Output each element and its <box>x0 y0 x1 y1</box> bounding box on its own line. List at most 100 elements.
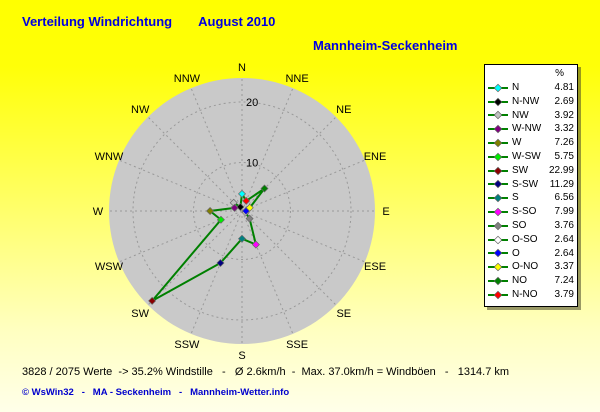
legend-series-value: 2.64 <box>554 233 574 245</box>
legend-series-name: W-NW <box>512 123 542 135</box>
series-marker-icon <box>488 180 508 189</box>
compass-label: SSE <box>286 339 308 351</box>
compass-label: W <box>93 206 104 218</box>
legend-row: S 6.56 <box>488 191 574 205</box>
data-point-marker <box>206 207 215 215</box>
title-row: Verteilung Windrichtung August 2010 <box>22 14 275 29</box>
series-marker-icon <box>488 249 508 258</box>
legend-series-name: NW <box>512 109 529 121</box>
compass-label: NE <box>336 104 351 116</box>
legend-series-value: 7.99 <box>554 206 574 218</box>
legend-series-value: 5.75 <box>554 150 574 162</box>
legend-series-value: 2.69 <box>554 95 574 107</box>
compass-label: SW <box>131 308 149 320</box>
legend-series-name: N-NO <box>512 288 538 300</box>
legend-series-name: S-SW <box>512 178 539 190</box>
series-marker-icon <box>488 207 508 217</box>
polar-spoke <box>241 116 337 212</box>
legend-row: N-NO 3.79 <box>488 288 574 302</box>
data-point-marker <box>216 259 225 268</box>
polar-spoke <box>241 210 366 263</box>
polar-spoke <box>241 210 294 335</box>
legend-box: % N 4.81 N-NW 2.69 NW 3.92 W-NW 3.32 W 7.26 W-SW 5.… <box>484 64 578 307</box>
legend-series-name: S-SO <box>512 206 537 218</box>
legend-row: W-SW 5.75 <box>488 150 574 164</box>
page-title: Verteilung Windrichtung <box>22 14 173 29</box>
series-marker-icon <box>488 221 508 231</box>
legend-row: NW 3.92 <box>488 109 574 123</box>
credit-line: © WsWin32 - MA - Seckenheim - Mannheim-W… <box>22 387 290 398</box>
polar-ring <box>132 101 352 321</box>
legend-series-name: W-SW <box>512 150 541 162</box>
data-point-marker <box>251 240 260 249</box>
compass-label: NW <box>131 104 150 116</box>
legend-series-name: O <box>512 247 520 259</box>
compass-label: SE <box>336 308 351 320</box>
series-marker-icon <box>488 193 508 203</box>
legend-row: W-NW 3.32 <box>488 122 574 136</box>
legend-row: N-NW 2.69 <box>488 95 574 109</box>
compass-label: NNW <box>174 73 201 85</box>
polar-spoke <box>241 159 366 212</box>
legend-series-name: W <box>512 137 522 149</box>
legend-series-name: O-NO <box>512 261 539 273</box>
legend-row: NO 7.24 <box>488 274 574 288</box>
polar-spoke <box>147 116 243 212</box>
legend-series-value: 3.79 <box>554 288 574 300</box>
data-point-marker <box>245 203 254 212</box>
legend-series-name: S <box>512 192 519 204</box>
series-marker-icon <box>488 290 508 300</box>
legend-row: O-SO 2.64 <box>488 233 574 247</box>
legend-rows: N 4.81 N-NW 2.69 NW 3.92 W-NW 3.32 W 7.26 W-SW 5.75… <box>488 81 574 302</box>
legend-header: % <box>555 68 564 79</box>
data-point-marker <box>238 234 246 243</box>
legend-row: S-SO 7.99 <box>488 205 574 219</box>
legend-series-name: N <box>512 82 520 93</box>
legend-series-value: 3.76 <box>554 219 574 231</box>
polar-ring <box>193 162 291 260</box>
legend-row: N 4.81 <box>488 81 574 95</box>
legend-row: W 7.26 <box>488 136 574 150</box>
legend-series-name: SO <box>512 219 527 231</box>
data-point-marker <box>245 214 254 223</box>
compass-label: WSW <box>95 261 124 273</box>
series-marker-icon <box>488 235 508 244</box>
legend-row: SW 22.99 <box>488 164 574 178</box>
polar-spoke <box>118 159 243 212</box>
compass-label: S <box>238 350 245 362</box>
compass-label: ESE <box>364 261 386 273</box>
data-point-marker <box>242 196 251 205</box>
series-marker-icon <box>488 97 508 106</box>
compass-label: E <box>382 206 389 218</box>
data-point-marker <box>148 296 157 305</box>
legend-series-value: 22.99 <box>548 164 574 176</box>
legend-row: O-NO 3.37 <box>488 260 574 274</box>
polar-spoke <box>241 87 294 212</box>
legend-series-name: N-NW <box>512 95 540 107</box>
series-marker-icon <box>488 124 508 134</box>
legend-series-name: NO <box>512 275 527 287</box>
data-point-marker <box>230 203 239 212</box>
radial-tick-label: 10 <box>246 158 258 170</box>
legend-row: SO 3.76 <box>488 219 574 233</box>
series-marker-icon <box>488 83 508 93</box>
legend-series-value: 3.32 <box>554 123 574 135</box>
data-point-marker <box>260 184 269 193</box>
legend-series-name: SW <box>512 164 529 176</box>
series-marker-icon <box>488 138 508 148</box>
legend-series-value: 7.24 <box>554 275 574 287</box>
series-marker-icon <box>488 276 508 286</box>
data-point-marker <box>216 215 225 224</box>
compass-label: NNE <box>285 73 308 85</box>
legend-series-value: 4.81 <box>554 82 574 93</box>
legend-series-value: 3.37 <box>554 261 574 273</box>
status-line: 3828 / 2075 Werte -> 35.2% Windstille - … <box>22 366 510 378</box>
legend-row: S-SW 11.29 <box>488 178 574 192</box>
legend-series-value: 7.26 <box>554 137 574 149</box>
polar-spoke <box>190 87 243 212</box>
polar-spoke <box>190 210 243 335</box>
series-marker-icon <box>488 262 508 272</box>
compass-label: SSW <box>174 339 200 351</box>
